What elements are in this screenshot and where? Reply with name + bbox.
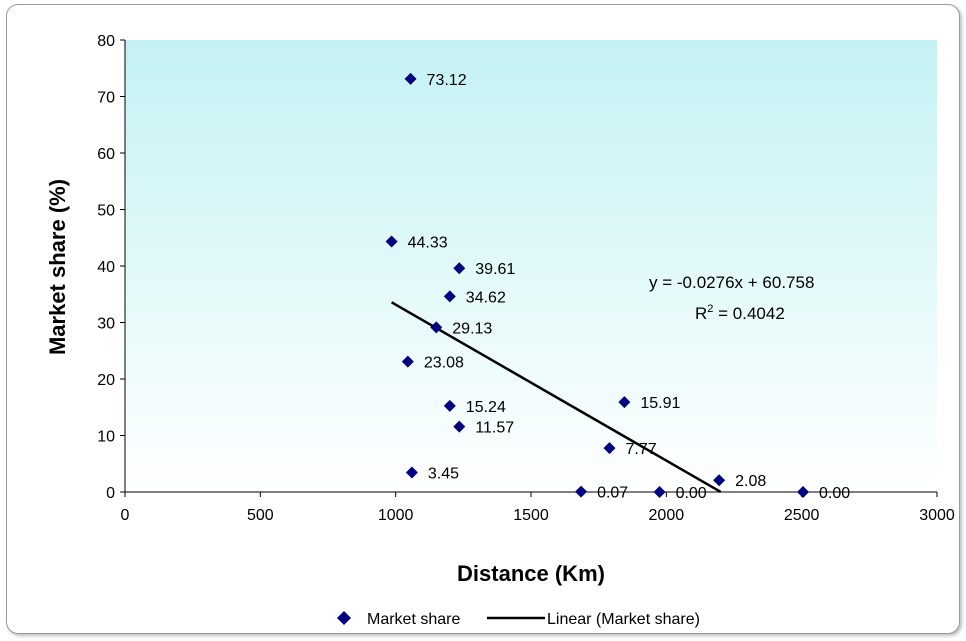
data-point [797, 486, 810, 498]
data-point [404, 72, 417, 85]
data-label: 2.08 [735, 473, 766, 490]
plot-area [125, 40, 937, 492]
data-label: 39.61 [475, 261, 515, 278]
data-point [385, 235, 398, 248]
x-axis-title: Distance (Km) [457, 561, 605, 586]
data-point [603, 442, 616, 455]
data-point [575, 485, 588, 498]
y-tick-label: 10 [97, 429, 115, 446]
x-tick-label: 2500 [784, 507, 820, 524]
trendline-equation: y = -0.0276x + 60.758 [649, 273, 814, 292]
data-point [453, 262, 466, 275]
data-label: 7.77 [625, 441, 656, 458]
legend: Market share Linear (Market share) [337, 611, 700, 628]
y-axis-title: Market share (%) [45, 179, 70, 355]
trendline-line [390, 301, 722, 494]
data-point [401, 355, 414, 368]
data-point [443, 290, 456, 303]
data-points [385, 72, 810, 498]
data-point [430, 321, 443, 334]
y-tick-label: 60 [97, 146, 115, 163]
y-tick-label: 50 [97, 203, 115, 220]
chart-frame: 0 10 20 30 40 50 60 70 80 0 500 1000 1500 2000 2500 300… [6, 4, 960, 634]
y-tick-label: 80 [97, 33, 115, 50]
trendline [390, 301, 722, 494]
x-tick-label: 0 [121, 507, 130, 524]
x-tick-label: 3000 [919, 507, 955, 524]
data-point [443, 399, 456, 412]
trendline-r-squared: R2 = 0.4042 [695, 303, 785, 323]
y-tick-label: 70 [97, 90, 115, 107]
data-label: 44.33 [408, 235, 448, 252]
data-point [713, 474, 726, 487]
r2-superscript: 2 [707, 303, 713, 315]
data-point [653, 486, 666, 498]
r2-prefix: R [695, 304, 707, 323]
y-tick-label: 30 [97, 316, 115, 333]
data-label: 15.24 [466, 399, 506, 416]
data-label: 73.12 [427, 72, 467, 89]
data-label: 29.13 [452, 320, 492, 337]
data-label: 0.07 [597, 485, 628, 502]
data-labels: 73.12 44.33 39.61 34.62 29.13 23.08 15.24 15.91… [408, 72, 851, 502]
data-point [405, 466, 418, 479]
x-tick-label: 1000 [378, 507, 414, 524]
data-label: 23.08 [424, 355, 464, 372]
y-tick-label: 40 [97, 259, 115, 276]
y-tick-label: 0 [106, 485, 115, 502]
data-point [618, 396, 631, 409]
legend-label-market-share: Market share [367, 611, 460, 628]
x-tick-label: 2000 [649, 507, 685, 524]
x-tick-label: 500 [247, 507, 274, 524]
x-tick-label: 1500 [513, 507, 549, 524]
data-point [453, 420, 466, 433]
scatter-chart: 0 10 20 30 40 50 60 70 80 0 500 1000 1500 2000 2500 300… [45, 33, 955, 628]
data-label: 34.62 [466, 289, 506, 306]
legend-label-linear: Linear (Market share) [547, 611, 700, 628]
data-label: 0.00 [676, 485, 707, 502]
y-tick-label: 20 [97, 372, 115, 389]
axes: 0 10 20 30 40 50 60 70 80 0 500 1000 1500 2000 2500 300… [97, 33, 955, 524]
legend-marker-diamond [337, 611, 351, 625]
data-label: 0.00 [819, 485, 850, 502]
data-label: 15.91 [640, 395, 680, 412]
r2-value: = 0.4042 [713, 304, 784, 323]
data-label: 11.57 [475, 420, 514, 437]
data-label: 3.45 [428, 466, 459, 483]
